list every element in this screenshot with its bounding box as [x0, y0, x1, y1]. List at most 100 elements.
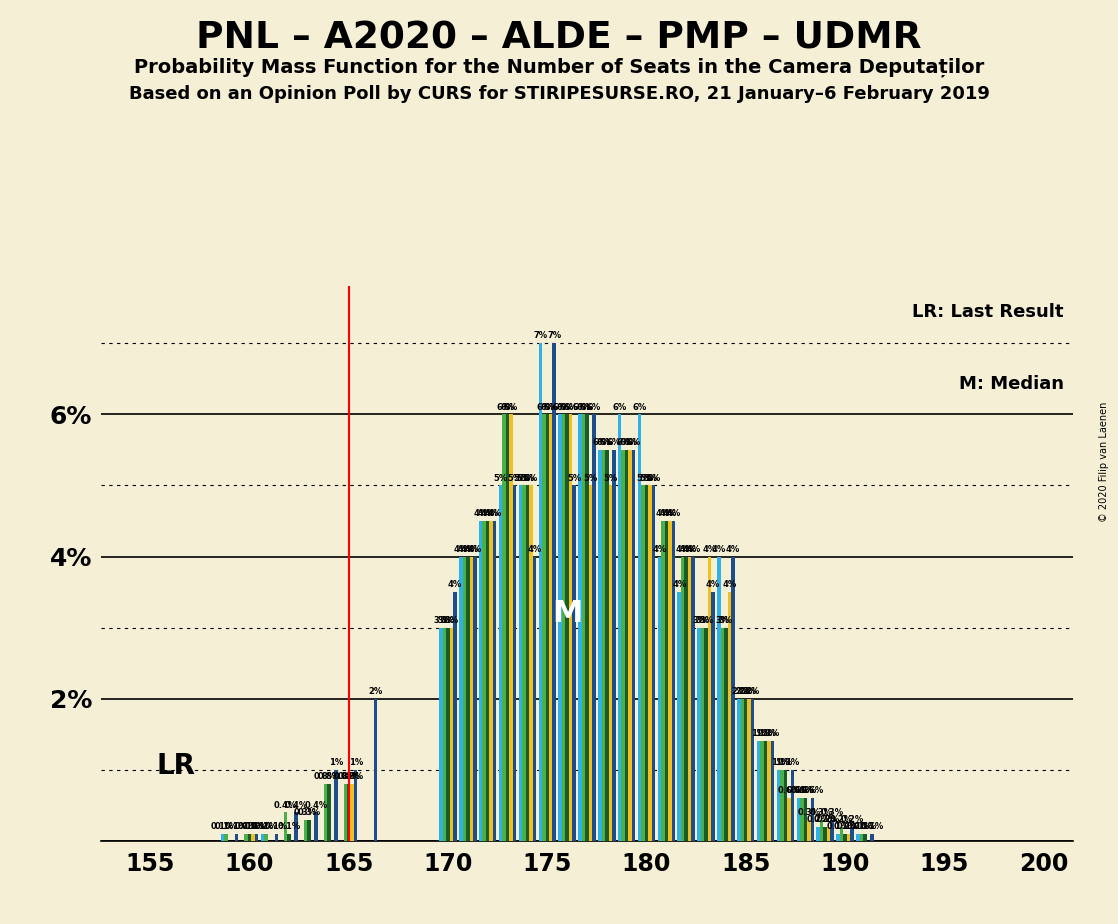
Text: 5%: 5%	[523, 474, 538, 482]
Text: 0.1%: 0.1%	[265, 821, 288, 831]
Bar	[307, 820, 311, 841]
Text: 0.8%: 0.8%	[314, 772, 337, 781]
Bar	[863, 833, 866, 841]
Text: 0.6%: 0.6%	[777, 786, 800, 796]
Text: 0.6%: 0.6%	[800, 786, 824, 796]
Text: 3%: 3%	[440, 615, 455, 625]
Text: 0.8%: 0.8%	[338, 772, 360, 781]
Text: 3%: 3%	[437, 615, 452, 625]
Bar	[612, 450, 616, 841]
Bar	[601, 450, 605, 841]
Text: 4%: 4%	[464, 544, 479, 553]
Bar	[439, 627, 443, 841]
Text: 4%: 4%	[679, 544, 693, 553]
Bar	[275, 833, 278, 841]
Bar	[748, 699, 751, 841]
Bar	[585, 414, 589, 841]
Bar	[811, 798, 814, 841]
Text: 6%: 6%	[540, 403, 555, 411]
Bar	[255, 833, 258, 841]
Bar	[787, 798, 790, 841]
Text: 1%: 1%	[755, 729, 769, 738]
Bar	[562, 414, 566, 841]
Bar	[490, 521, 493, 841]
Bar	[479, 521, 483, 841]
Bar	[681, 556, 684, 841]
Bar	[737, 699, 740, 841]
Bar	[446, 627, 449, 841]
Text: 5%: 5%	[508, 474, 522, 482]
Text: 1%: 1%	[758, 729, 773, 738]
Bar	[698, 627, 701, 841]
Text: 5%: 5%	[636, 474, 651, 482]
Text: 4%: 4%	[652, 544, 666, 553]
Text: 0.1%: 0.1%	[826, 821, 850, 831]
Text: 6%: 6%	[553, 403, 567, 411]
Text: 6%: 6%	[563, 403, 578, 411]
Text: 6%: 6%	[504, 403, 518, 411]
Text: 4%: 4%	[683, 544, 697, 553]
Text: 0.3%: 0.3%	[811, 808, 833, 817]
Text: 0.1%: 0.1%	[215, 821, 238, 831]
Bar	[661, 521, 664, 841]
Text: 6%: 6%	[557, 403, 570, 411]
Text: Based on an Opinion Poll by CURS for STIRIPESURSE.RO, 21 January–6 February 2019: Based on an Opinion Poll by CURS for STI…	[129, 85, 989, 103]
Text: 5%: 5%	[567, 474, 581, 482]
Bar	[581, 414, 585, 841]
Text: 0.2%: 0.2%	[814, 815, 836, 824]
Bar	[740, 699, 743, 841]
Text: 6%: 6%	[543, 403, 558, 411]
Text: 0.1%: 0.1%	[245, 821, 268, 831]
Text: 6%: 6%	[633, 403, 646, 411]
Bar	[546, 414, 549, 841]
Bar	[459, 556, 463, 841]
Text: 4%: 4%	[448, 580, 462, 590]
Text: 4%: 4%	[672, 580, 686, 590]
Bar	[642, 485, 645, 841]
Text: 5%: 5%	[604, 474, 617, 482]
Bar	[819, 820, 823, 841]
Text: 4%: 4%	[467, 544, 482, 553]
Text: 4%: 4%	[712, 544, 726, 553]
Bar	[463, 556, 466, 841]
Text: 4%: 4%	[481, 509, 495, 518]
Bar	[323, 784, 328, 841]
Text: 2%: 2%	[736, 687, 749, 696]
Bar	[572, 485, 576, 841]
Bar	[235, 833, 238, 841]
Bar	[510, 414, 513, 841]
Text: 5%: 5%	[584, 474, 597, 482]
Text: 0.8%: 0.8%	[318, 772, 341, 781]
Bar	[840, 827, 843, 841]
Text: 5%: 5%	[513, 474, 528, 482]
Text: 0.3%: 0.3%	[797, 808, 821, 817]
Bar	[473, 556, 476, 841]
Text: LR: LR	[157, 752, 196, 781]
Bar	[499, 485, 502, 841]
Bar	[851, 827, 854, 841]
Text: 6%: 6%	[619, 438, 634, 447]
Bar	[608, 485, 612, 841]
Bar	[532, 556, 537, 841]
Bar	[593, 414, 596, 841]
Bar	[314, 812, 318, 841]
Bar	[717, 556, 721, 841]
Text: 0.8%: 0.8%	[341, 772, 363, 781]
Bar	[632, 450, 635, 841]
Bar	[827, 827, 831, 841]
Text: 6%: 6%	[613, 403, 627, 411]
Bar	[525, 485, 529, 841]
Bar	[373, 699, 378, 841]
Text: 1%: 1%	[775, 758, 789, 767]
Bar	[846, 833, 851, 841]
Bar	[678, 592, 681, 841]
Text: 3%: 3%	[719, 615, 733, 625]
Bar	[724, 627, 728, 841]
Text: 2%: 2%	[742, 687, 757, 696]
Bar	[856, 833, 860, 841]
Text: 0.1%: 0.1%	[254, 821, 277, 831]
Bar	[823, 827, 827, 841]
Bar	[569, 414, 572, 841]
Text: 4%: 4%	[656, 509, 670, 518]
Text: 1%: 1%	[766, 729, 779, 738]
